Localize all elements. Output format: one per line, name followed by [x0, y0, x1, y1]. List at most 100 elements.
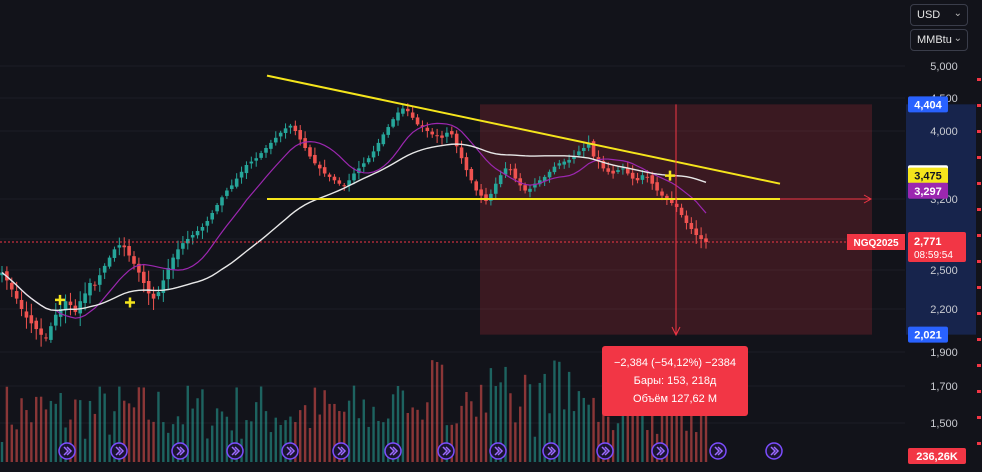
volume-bar	[352, 385, 356, 462]
candle	[313, 147, 317, 166]
event-icon[interactable]	[596, 442, 614, 460]
edge-tick	[977, 312, 981, 315]
candle	[635, 172, 640, 184]
volume-bar	[587, 404, 590, 462]
candle	[366, 155, 371, 165]
volume-bar	[167, 432, 170, 462]
event-icon[interactable]	[281, 442, 299, 460]
volume-bar	[274, 417, 277, 462]
candle	[141, 264, 146, 293]
volume-bar	[35, 396, 38, 462]
candle	[621, 163, 625, 175]
descending-trendline[interactable]	[266, 74, 781, 185]
candle	[352, 167, 356, 185]
volume-bar	[553, 360, 556, 462]
volume-bar	[0, 441, 4, 462]
cross-marker-icon	[55, 294, 65, 305]
volume-bar	[475, 416, 478, 462]
volume-bar	[74, 399, 77, 462]
candle	[376, 138, 381, 156]
volume-bar	[460, 405, 463, 462]
candle	[93, 281, 97, 291]
volume-bar	[235, 387, 238, 462]
volume-bar	[338, 411, 341, 462]
volume-bar	[313, 387, 317, 462]
event-icon[interactable]	[58, 442, 76, 460]
event-icon[interactable]	[709, 442, 727, 460]
volume-bar	[264, 411, 268, 462]
candle	[102, 263, 107, 279]
volume-bar	[494, 386, 497, 462]
y-tick-label: 1,700	[930, 381, 958, 393]
volume-bar	[59, 392, 62, 462]
volume-bar	[367, 426, 370, 462]
candle	[581, 141, 586, 158]
edge-tick	[977, 156, 981, 159]
event-icon[interactable]	[765, 442, 783, 460]
event-icon[interactable]	[384, 442, 402, 460]
candle	[489, 189, 493, 206]
candle	[327, 172, 332, 182]
volume-bar	[54, 403, 57, 462]
candle	[640, 170, 645, 185]
measure-bars: Бары: 153, 218д	[633, 375, 717, 387]
volume-bar	[294, 422, 297, 462]
event-icon[interactable]	[437, 442, 455, 460]
event-icon[interactable]	[332, 442, 350, 460]
candle	[317, 161, 322, 176]
edge-tick	[977, 364, 981, 367]
candle	[225, 187, 229, 199]
volume-bar	[250, 421, 253, 462]
volume-bar	[103, 393, 106, 462]
candle	[88, 278, 92, 304]
volume-bar	[186, 385, 189, 462]
candle	[58, 304, 63, 327]
event-icon[interactable]	[110, 442, 128, 460]
volume-bar	[308, 428, 312, 462]
candle	[68, 292, 73, 316]
volume-bar	[695, 432, 698, 462]
currency-selector[interactable]: USD ⌄	[910, 4, 968, 26]
svg-text:NGQ2025: NGQ2025	[853, 238, 898, 249]
candle	[655, 177, 659, 196]
event-icon[interactable]	[226, 442, 244, 460]
volume-bar	[651, 403, 654, 462]
volume-bar	[191, 408, 194, 462]
volume-bar	[196, 398, 199, 462]
markers	[55, 170, 675, 308]
candle	[137, 257, 141, 282]
volume-bar	[479, 384, 483, 462]
price-label: 2,021	[908, 326, 948, 343]
unit-selector[interactable]: MMBtu ⌄	[910, 29, 968, 51]
volume-bar	[328, 403, 331, 462]
candle	[445, 127, 449, 143]
volume-bar	[113, 411, 116, 462]
volume-bar	[284, 420, 287, 462]
candles[interactable]	[0, 103, 708, 347]
candle	[195, 226, 200, 239]
volume-bar	[245, 420, 248, 462]
volume-bar	[396, 386, 400, 462]
event-icon[interactable]	[542, 442, 560, 460]
candle	[161, 269, 166, 302]
event-icon[interactable]	[651, 442, 669, 460]
candle	[171, 253, 175, 279]
volume-bar	[152, 421, 155, 462]
event-icon[interactable]	[489, 442, 507, 460]
candle	[127, 239, 131, 262]
volume-bar	[49, 400, 53, 462]
candle	[29, 303, 34, 334]
price-axis[interactable]: 5,0004,5004,0003,2002,8002,5002,2001,900…	[847, 61, 981, 464]
volume-bar	[357, 418, 361, 462]
volume-bar	[157, 391, 160, 462]
volume-bar	[406, 412, 409, 462]
volume-bar	[372, 406, 375, 462]
event-icons[interactable]	[58, 442, 783, 460]
candle	[537, 176, 542, 187]
volume-bar	[509, 393, 512, 462]
event-icon[interactable]	[171, 442, 189, 460]
candle	[508, 163, 513, 176]
candle	[34, 317, 39, 340]
candle	[474, 179, 479, 196]
